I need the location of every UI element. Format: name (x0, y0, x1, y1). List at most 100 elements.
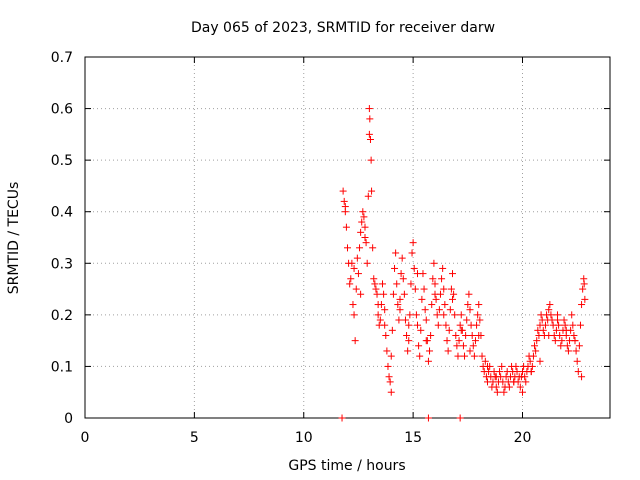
data-point (570, 331, 578, 339)
data-point (440, 311, 448, 319)
data-point (409, 239, 417, 247)
data-point (554, 311, 561, 319)
data-point (395, 316, 403, 324)
data-point (338, 414, 346, 422)
data-point (401, 316, 409, 324)
x-tick-label: 0 (81, 430, 90, 446)
data-point (496, 368, 504, 376)
data-point (405, 321, 413, 329)
data-point (387, 388, 395, 396)
data-point (342, 223, 350, 231)
data-point (370, 275, 378, 283)
data-point (430, 259, 438, 267)
y-tick-label: 0 (64, 411, 73, 427)
y-tick-label: 0.5 (51, 153, 73, 169)
y-tick-label: 0.2 (51, 308, 73, 324)
data-point (353, 254, 361, 262)
data-point (414, 321, 421, 329)
data-point (444, 347, 452, 355)
data-point (451, 311, 459, 319)
data-point (411, 285, 419, 293)
data-point (452, 331, 460, 339)
data-point (561, 321, 569, 329)
data-point (414, 270, 421, 278)
data-point (447, 285, 455, 293)
data-point (396, 295, 404, 303)
data-point (578, 373, 586, 381)
data-point (572, 347, 580, 355)
data-point (440, 285, 448, 293)
data-point (346, 280, 354, 288)
data-point (394, 301, 402, 309)
data-point (431, 290, 439, 298)
data-point (438, 275, 446, 283)
data-point (473, 321, 481, 329)
data-point (365, 105, 373, 113)
data-point (466, 306, 474, 314)
data-point (383, 347, 391, 355)
data-point (385, 373, 393, 381)
data-point (551, 337, 559, 345)
data-point (492, 383, 500, 391)
x-axis-label: GPS time / hours (288, 458, 405, 474)
data-point (356, 244, 364, 252)
data-point (341, 203, 349, 211)
data-point (399, 275, 407, 283)
data-point (539, 326, 547, 334)
data-point (422, 316, 430, 324)
data-point (354, 270, 362, 278)
data-point (478, 352, 486, 360)
data-point (420, 285, 428, 293)
data-point (348, 259, 356, 267)
data-point (463, 316, 471, 324)
data-point (340, 197, 348, 205)
data-point (527, 368, 535, 376)
plot-frame (84, 56, 611, 419)
data-point (545, 331, 553, 339)
data-point (563, 342, 571, 350)
data-point (389, 290, 397, 298)
data-point (349, 301, 357, 309)
data-point (501, 383, 509, 391)
data-point (358, 218, 366, 226)
data-point (421, 306, 429, 314)
data-point (379, 280, 386, 288)
data-point (361, 223, 369, 231)
data-point (364, 192, 372, 200)
data-point (466, 347, 474, 355)
data-point (456, 321, 464, 329)
data-point (350, 264, 358, 272)
data-point (397, 270, 405, 278)
data-point (468, 331, 476, 339)
data-point (388, 326, 396, 334)
data-point (442, 321, 450, 329)
data-point (522, 378, 530, 386)
data-point (428, 301, 436, 309)
tick-labels: 0 5 10 15 20 0 0.1 0.2 0.3 0.4 0.5 0.6 0.7 (51, 50, 532, 446)
data-point (557, 342, 565, 350)
data-point (417, 326, 425, 334)
data-point (415, 342, 423, 350)
data-point (560, 316, 568, 324)
data-point (541, 321, 549, 329)
data-point (392, 249, 400, 257)
data-point (492, 373, 500, 381)
data-point (475, 331, 483, 339)
data-point (433, 311, 441, 319)
data-point (545, 306, 553, 314)
data-point (533, 337, 541, 345)
data-point (424, 414, 432, 422)
data-point (510, 378, 518, 386)
data-point (456, 414, 464, 422)
data-point (393, 280, 401, 288)
data-point (465, 290, 473, 298)
data-point (368, 187, 376, 195)
data-point (422, 337, 430, 345)
data-point (521, 373, 529, 381)
data-point (500, 388, 508, 396)
data-point (407, 280, 415, 288)
data-point (571, 337, 579, 345)
data-point (453, 342, 461, 350)
data-point (403, 331, 411, 339)
